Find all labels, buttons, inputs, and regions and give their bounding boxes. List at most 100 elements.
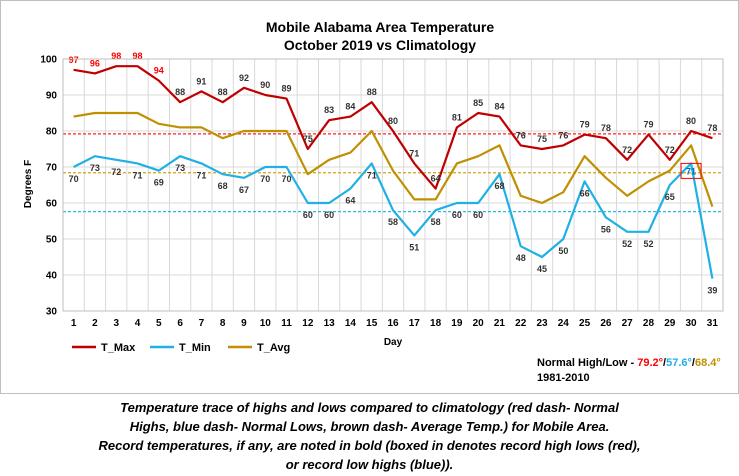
x-tick-label: 10 (260, 318, 272, 329)
x-tick-label: 8 (220, 318, 226, 329)
data-label-min: 48 (516, 253, 526, 263)
data-label-max: 98 (133, 51, 143, 61)
data-label-min: 52 (643, 239, 653, 249)
x-tick-label: 19 (451, 318, 463, 329)
data-label-min: 71 (367, 170, 377, 180)
data-label-max: 88 (175, 87, 185, 97)
data-label-min: 60 (473, 210, 483, 220)
x-tick-label: 1 (71, 318, 77, 329)
normal-low-value: 57.6° (666, 357, 692, 369)
data-label-min: 70 (282, 174, 292, 184)
data-label-min: 72 (111, 167, 121, 177)
legend: T_Max T_Min T_Avg (72, 342, 290, 354)
data-label-max: 76 (516, 130, 526, 140)
x-tick-label: 25 (579, 318, 591, 329)
data-label-max: 79 (643, 120, 653, 130)
data-label-min: 52 (622, 239, 632, 249)
caption-line: Highs, blue dash- Normal Lows, brown das… (129, 419, 610, 434)
x-tick-label: 18 (430, 318, 442, 329)
x-tick-label: 30 (686, 318, 698, 329)
y-tick-label: 100 (40, 55, 57, 66)
x-tick-label: 29 (664, 318, 676, 329)
data-label-max: 71 (409, 148, 419, 158)
data-label-max: 79 (580, 120, 590, 130)
data-label-min: 66 (580, 188, 590, 198)
data-label-min: 71 (196, 170, 206, 180)
data-label-min: 60 (324, 210, 334, 220)
data-label-min: 68 (218, 181, 228, 191)
y-axis-label: Degrees F (23, 160, 34, 208)
x-tick-label: 16 (387, 318, 399, 329)
data-label-min: 56 (601, 224, 611, 234)
data-label-max: 78 (601, 123, 611, 133)
x-tick-label: 7 (199, 318, 205, 329)
y-tick-label: 90 (46, 91, 58, 102)
data-label-min: 51 (409, 242, 419, 252)
data-label-max: 83 (324, 105, 334, 115)
x-tick-label: 5 (156, 318, 162, 329)
figure-caption: Temperature trace of highs and lows comp… (0, 398, 739, 474)
x-tick-label: 17 (409, 318, 421, 329)
data-label-min: 69 (154, 178, 164, 188)
data-label-max: 72 (665, 145, 675, 155)
data-label-max: 75 (303, 134, 313, 144)
data-label-min: 39 (707, 286, 717, 296)
data-label-min: 67 (239, 185, 249, 195)
data-label-max: 64 (431, 174, 441, 184)
data-label-max: 94 (154, 66, 164, 76)
data-label-max: 92 (239, 73, 249, 83)
data-label-min: 64 (345, 196, 355, 206)
x-tick-label: 11 (281, 318, 292, 329)
data-label-max: 84 (345, 102, 355, 112)
data-label-max: 88 (367, 87, 377, 97)
x-axis-label: Day (384, 337, 403, 348)
data-label-min: 58 (388, 217, 398, 227)
plot-border (62, 58, 724, 312)
data-label-min: 60 (452, 210, 462, 220)
data-label-min: 58 (431, 217, 441, 227)
x-tick-label: 14 (345, 318, 357, 329)
normals-period: 1981-2010 (537, 372, 590, 384)
chart-subtitle: October 2019 vs Climatology (284, 37, 476, 53)
normal-high-value: 79.2° (637, 357, 663, 369)
data-label-min: 71 (686, 166, 696, 176)
series-line-t_avg (73, 111, 714, 207)
caption-line: Temperature trace of highs and lows comp… (120, 400, 619, 415)
data-label-max: 90 (260, 80, 270, 90)
data-labels: 97 96 98 98 94 88 91 88 92 90 89 75 83 84 88 80 71 64 81 85… (69, 51, 718, 295)
data-label-max: 80 (686, 116, 696, 126)
data-label-max: 85 (473, 98, 483, 108)
data-label-max: 72 (622, 145, 632, 155)
series-line-t_min (73, 155, 714, 279)
x-tick-label: 12 (302, 318, 314, 329)
data-label-max: 80 (388, 116, 398, 126)
data-label-max: 98 (111, 51, 121, 61)
data-label-max: 75 (537, 134, 547, 144)
data-label-min: 50 (558, 246, 568, 256)
data-label-max: 81 (452, 112, 462, 122)
x-tick-label: 22 (515, 318, 527, 329)
record-box (680, 162, 702, 179)
x-tick-label: 2 (92, 318, 98, 329)
x-tick-label: 6 (177, 318, 183, 329)
y-tick-label: 80 (46, 127, 58, 138)
data-label-min: 70 (260, 174, 270, 184)
x-tick-label: 21 (494, 318, 506, 329)
y-tick-label: 70 (46, 163, 58, 174)
data-label-max: 96 (90, 58, 100, 68)
y-tick-label: 50 (46, 235, 58, 246)
data-label-max: 91 (196, 76, 206, 86)
temperature-chart: Mobile Alabama Area Temperature October … (23, 19, 724, 384)
x-tick-label: 31 (707, 318, 719, 329)
x-tick-label: 15 (366, 318, 378, 329)
data-label-min: 73 (175, 163, 185, 173)
data-label-max: 76 (558, 130, 568, 140)
normals-prefix: Normal High/Low - (537, 357, 637, 369)
y-tick-label: 60 (46, 199, 58, 210)
x-tick-label: 28 (643, 318, 655, 329)
x-tick-label: 3 (113, 318, 119, 329)
legend-label: T_Min (179, 342, 211, 354)
data-label-max: 88 (218, 87, 228, 97)
data-label-max: 97 (69, 55, 79, 65)
